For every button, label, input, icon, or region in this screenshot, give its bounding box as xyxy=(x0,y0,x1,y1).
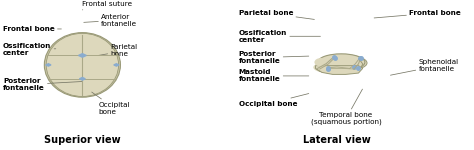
Text: Parietal
bone: Parietal bone xyxy=(99,44,137,57)
Text: Ossification
center: Ossification center xyxy=(239,30,320,43)
Polygon shape xyxy=(316,60,363,73)
Ellipse shape xyxy=(313,62,337,72)
Text: Mastoid
fontanelle: Mastoid fontanelle xyxy=(239,69,309,82)
Text: Posterior
fontanelle: Posterior fontanelle xyxy=(239,51,309,64)
Polygon shape xyxy=(79,54,86,57)
Text: Occipital
bone: Occipital bone xyxy=(91,92,130,115)
Ellipse shape xyxy=(318,54,365,71)
Polygon shape xyxy=(114,64,119,66)
Text: Superior view: Superior view xyxy=(44,135,121,145)
Text: Posterior
fontanelle: Posterior fontanelle xyxy=(3,78,82,91)
Ellipse shape xyxy=(46,33,118,96)
Text: Frontal suture: Frontal suture xyxy=(82,1,133,10)
Polygon shape xyxy=(46,64,51,66)
Text: Ossification
center: Ossification center xyxy=(3,43,56,56)
Text: Frontal bone: Frontal bone xyxy=(374,10,461,18)
Text: Lateral view: Lateral view xyxy=(303,135,371,145)
Ellipse shape xyxy=(314,58,328,66)
Text: Anterior
fontanelle: Anterior fontanelle xyxy=(84,14,137,27)
Ellipse shape xyxy=(45,33,120,97)
Polygon shape xyxy=(316,66,363,74)
Text: Frontal bone: Frontal bone xyxy=(3,26,61,32)
Ellipse shape xyxy=(322,55,367,71)
Text: Occipital bone: Occipital bone xyxy=(239,94,309,107)
Text: Temporal bone
(squamous portion): Temporal bone (squamous portion) xyxy=(311,89,382,125)
Polygon shape xyxy=(80,78,85,80)
Text: Parietal bone: Parietal bone xyxy=(239,10,314,19)
Text: Sphenoidal
fontanelle: Sphenoidal fontanelle xyxy=(391,59,458,75)
